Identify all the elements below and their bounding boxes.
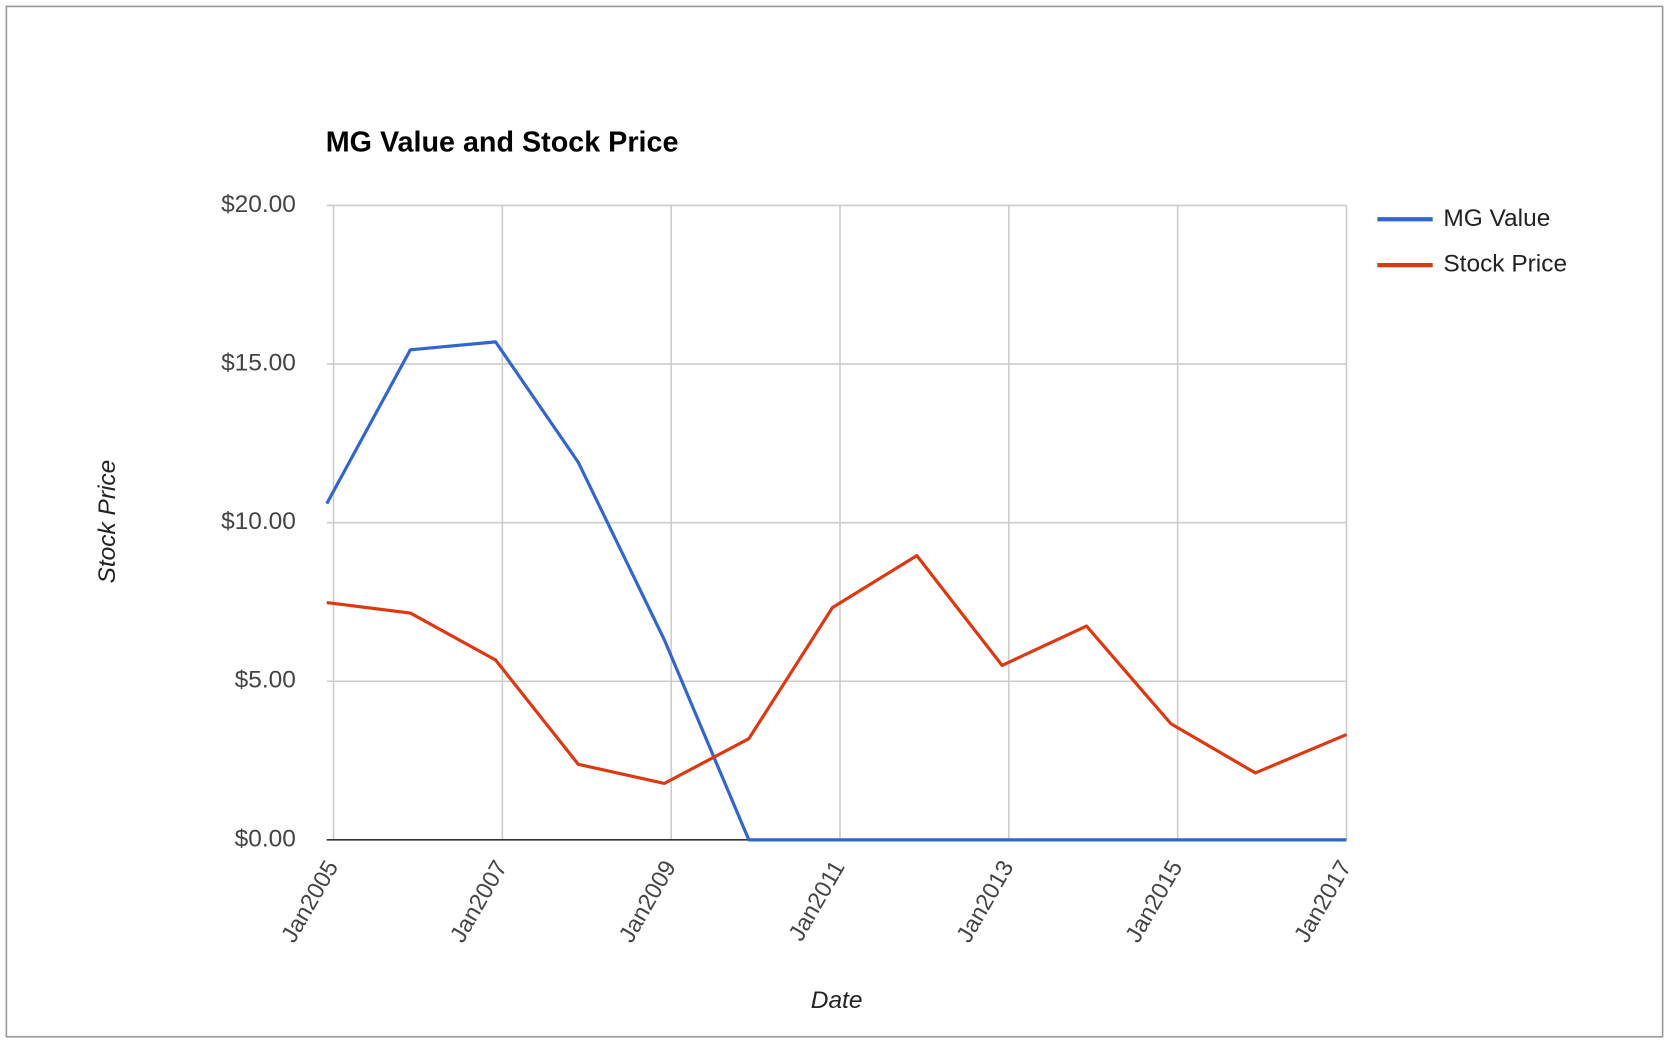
y-tick-label: $5.00 <box>235 667 296 694</box>
legend-label: Stock Price <box>1443 251 1567 278</box>
y-tick-label: $15.00 <box>221 350 296 377</box>
y-axis-label: Stock Price <box>94 460 121 584</box>
chart-title: MG Value and Stock Price <box>326 126 679 158</box>
x-axis-label: Date <box>811 987 863 1014</box>
y-tick-label: $10.00 <box>221 508 296 535</box>
y-tick-label: $20.00 <box>221 191 296 218</box>
series-line <box>325 340 1347 842</box>
y-tick-label: $0.00 <box>235 825 296 852</box>
legend-label: MG Value <box>1443 205 1550 232</box>
series-line <box>326 554 1348 785</box>
chart-border <box>5 5 1664 1038</box>
